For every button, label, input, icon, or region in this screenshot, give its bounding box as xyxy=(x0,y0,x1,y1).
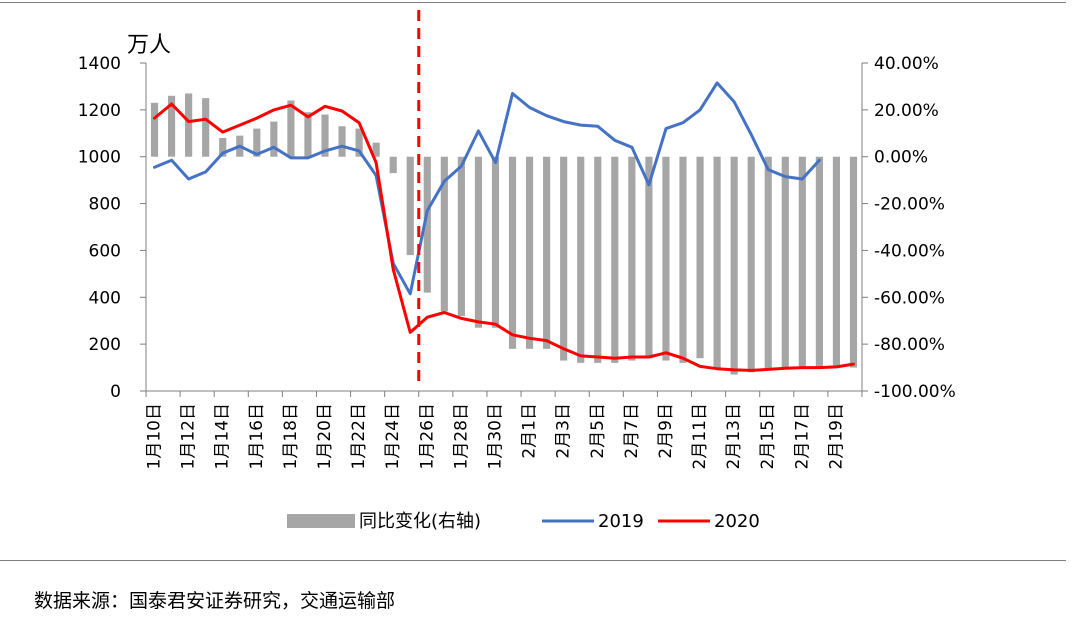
x-tick-label: 2月15日 xyxy=(758,403,778,469)
y-right-tick-label: -100.00% xyxy=(874,382,956,402)
x-tick-label: 2月11日 xyxy=(690,403,710,469)
bar xyxy=(832,156,841,368)
bar xyxy=(525,156,534,349)
bar xyxy=(338,126,346,157)
x-tick-label: 1月16日 xyxy=(247,403,267,469)
bar-series xyxy=(150,93,858,375)
source-note: 数据来源：国泰君安证券研究，交通运输部 xyxy=(34,590,396,612)
bar xyxy=(611,156,619,363)
bar xyxy=(440,156,448,312)
legend: 同比变化(右轴) 2019 2020 xyxy=(287,511,760,532)
axes: 0 200 400 600 800 1000 1200 1400 -100.00% -80.00%… xyxy=(78,54,956,469)
series-line-2019 xyxy=(153,81,821,296)
bar xyxy=(815,156,823,368)
legend-label: 同比变化(右轴) xyxy=(359,511,481,532)
y-right-tick-label: -40.00% xyxy=(874,241,945,261)
bar xyxy=(764,156,772,370)
x-tick-label: 2月9日 xyxy=(656,403,676,459)
bottom-rule xyxy=(0,560,1066,561)
bar xyxy=(219,137,227,157)
line-series xyxy=(153,81,855,372)
chart: 万人 0 200 400 600 800 1000 1200 1400 -100.00% -80.… xyxy=(78,10,956,532)
bar xyxy=(849,156,858,368)
y-left-tick-label: 800 xyxy=(89,195,121,215)
bar xyxy=(560,156,568,361)
x-tick-label: 1月22日 xyxy=(349,403,369,469)
x-tick-label: 1月26日 xyxy=(417,403,437,469)
bar xyxy=(679,156,687,363)
y-left-tick-label: 1000 xyxy=(78,148,121,168)
bar xyxy=(185,93,193,157)
x-tick-label: 2月5日 xyxy=(588,403,608,459)
x-tick-label: 2月3日 xyxy=(554,403,574,459)
top-rule xyxy=(0,2,1066,3)
bar xyxy=(747,156,755,373)
y-right-tick-label: -80.00% xyxy=(874,335,945,355)
bar xyxy=(167,95,176,157)
x-tick-label: 1月28日 xyxy=(451,403,471,469)
bar xyxy=(577,156,585,363)
bar xyxy=(508,156,517,349)
bar xyxy=(372,142,380,157)
bar xyxy=(287,100,295,157)
bar xyxy=(798,156,806,368)
y-left-tick-label: 600 xyxy=(89,241,121,261)
x-tick-label: 1月20日 xyxy=(315,403,335,469)
x-tick-label: 2月7日 xyxy=(622,403,642,459)
bar xyxy=(662,156,670,361)
x-tick-label: 2月19日 xyxy=(826,403,846,469)
unit-label: 万人 xyxy=(127,33,171,58)
bar xyxy=(543,156,551,349)
y-right-tick-label: -60.00% xyxy=(874,288,945,308)
bar xyxy=(150,102,159,157)
series-line-2020 xyxy=(153,102,855,372)
bar xyxy=(423,156,431,293)
bar xyxy=(713,156,721,368)
x-tick-label: 1月24日 xyxy=(383,403,403,469)
bar xyxy=(202,98,210,157)
bar xyxy=(594,156,602,363)
bar xyxy=(696,156,704,359)
bar xyxy=(474,156,483,328)
y-left-tick-label: 1400 xyxy=(78,54,121,74)
bar xyxy=(406,156,414,256)
bar xyxy=(491,156,500,328)
bar xyxy=(645,156,653,359)
y-right-tick-label: 20.00% xyxy=(874,101,939,121)
bar xyxy=(355,128,363,157)
legend-label: 2019 xyxy=(598,511,644,532)
x-tick-label: 2月17日 xyxy=(792,403,812,469)
bar xyxy=(321,114,329,157)
legend-label: 2020 xyxy=(714,511,760,532)
bar xyxy=(781,156,789,368)
y-left-tick-label: 200 xyxy=(89,335,121,355)
x-tick-label: 1月30日 xyxy=(485,403,505,469)
bar xyxy=(270,121,278,157)
x-tick-label: 1月12日 xyxy=(179,403,199,469)
legend-swatch-bar xyxy=(287,514,355,528)
bar xyxy=(389,156,397,174)
bar xyxy=(730,156,738,375)
x-tick-label: 1月18日 xyxy=(281,403,301,469)
y-right-tick-label: 40.00% xyxy=(874,54,939,74)
x-tick-label: 1月10日 xyxy=(145,403,165,469)
y-right-tick-label: 0.00% xyxy=(874,148,928,168)
y-left-tick-label: 1200 xyxy=(78,101,121,121)
x-tick-label: 2月13日 xyxy=(724,403,744,469)
x-tick-label: 1月14日 xyxy=(213,403,233,469)
bar xyxy=(628,156,636,361)
y-left-tick-label: 0 xyxy=(110,382,121,402)
y-right-tick-label: -20.00% xyxy=(874,195,945,215)
bar xyxy=(253,128,261,157)
bar xyxy=(304,112,312,157)
bar xyxy=(457,156,465,317)
y-left-tick-label: 400 xyxy=(89,288,121,308)
x-tick-label: 2月1日 xyxy=(520,403,540,459)
